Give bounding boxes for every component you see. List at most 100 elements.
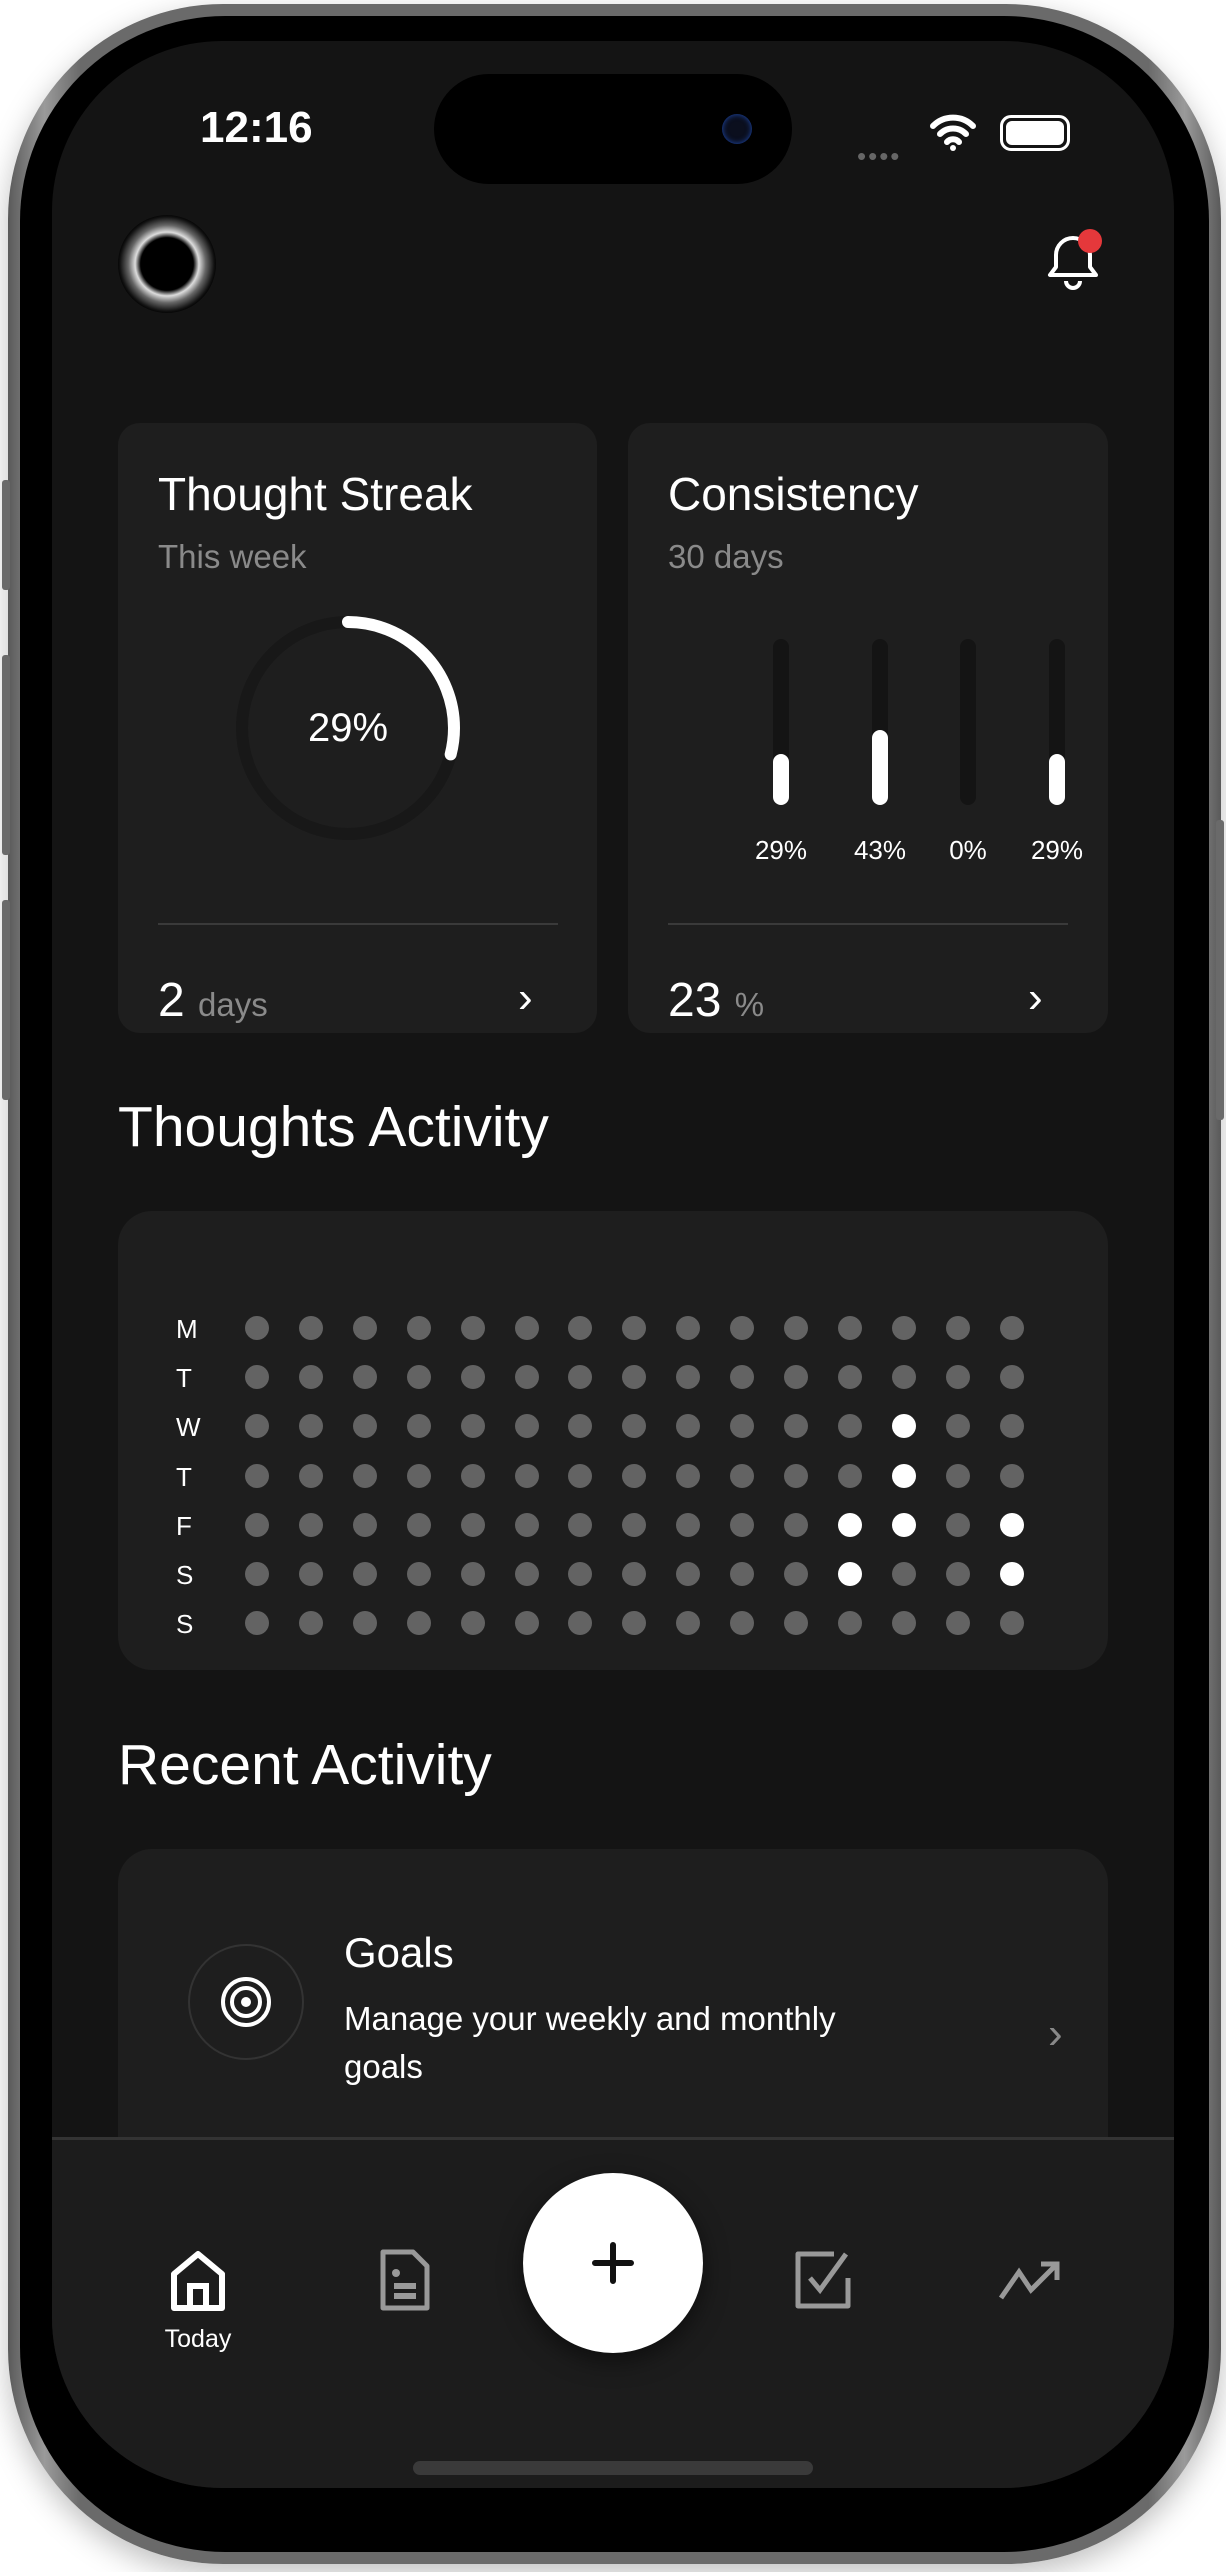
activity-dot[interactable] [622,1414,647,1439]
activity-dot[interactable] [676,1512,701,1537]
activity-dot[interactable] [514,1562,539,1586]
activity-dot[interactable] [406,1562,431,1586]
activity-dot[interactable] [460,1611,485,1636]
activity-dot[interactable] [676,1316,701,1340]
activity-dot[interactable] [837,1611,862,1636]
activity-dot[interactable] [298,1414,323,1439]
nav-item-today[interactable]: Today [158,2250,238,2354]
activity-dot[interactable] [945,1316,970,1340]
activity-dot[interactable] [730,1562,755,1586]
activity-dot[interactable] [460,1316,485,1340]
activity-dot-active[interactable] [999,1512,1024,1537]
activity-dot[interactable] [945,1562,970,1586]
activity-dot[interactable] [245,1512,269,1537]
activity-dot[interactable] [514,1512,539,1537]
activity-dot[interactable] [352,1611,377,1636]
activity-dot[interactable] [676,1562,701,1586]
activity-dot-active[interactable] [999,1562,1024,1586]
activity-dot[interactable] [514,1414,539,1439]
checkbox-icon[interactable] [790,2248,854,2312]
thought-streak-card[interactable]: Thought Streak This week 29% 2 days › [118,423,597,1033]
activity-dot[interactable] [352,1414,377,1439]
activity-dot[interactable] [568,1463,593,1488]
activity-dot[interactable] [730,1414,755,1439]
avatar[interactable] [118,215,216,313]
activity-dot[interactable] [568,1365,593,1390]
activity-dot[interactable] [676,1414,701,1439]
activity-dot[interactable] [999,1365,1024,1390]
activity-dot[interactable] [676,1365,701,1390]
activity-dot[interactable] [891,1316,916,1340]
activity-dot[interactable] [460,1365,485,1390]
activity-dot[interactable] [999,1316,1024,1340]
activity-dot[interactable] [352,1365,377,1390]
activity-dot[interactable] [784,1611,808,1636]
activity-dot[interactable] [999,1611,1024,1636]
activity-dot[interactable] [298,1562,323,1586]
activity-dot[interactable] [622,1316,647,1340]
activity-dot[interactable] [676,1611,701,1636]
activity-dot[interactable] [568,1611,593,1636]
activity-dot-active[interactable] [837,1512,862,1537]
activity-dot[interactable] [460,1512,485,1537]
chevron-right-icon[interactable]: › [1048,2009,1063,2058]
activity-dot[interactable] [245,1414,269,1439]
activity-dot-active[interactable] [837,1562,862,1586]
activity-dot[interactable] [622,1611,647,1636]
activity-dot[interactable] [460,1414,485,1439]
activity-dot[interactable] [945,1611,970,1636]
activity-dot[interactable] [622,1562,647,1586]
activity-dot[interactable] [784,1316,808,1340]
activity-dot[interactable] [891,1611,916,1636]
activity-dot[interactable] [784,1414,808,1439]
activity-dot[interactable] [514,1611,539,1636]
chevron-right-icon[interactable]: › [1028,973,1043,1022]
activity-dot-active[interactable] [891,1463,916,1488]
activity-dot-active[interactable] [891,1512,916,1537]
activity-dot[interactable] [837,1316,862,1340]
bell-icon[interactable] [1040,227,1110,293]
trending-up-icon[interactable] [997,2258,1063,2302]
activity-dot[interactable] [945,1512,970,1537]
activity-dot[interactable] [837,1365,862,1390]
activity-dot[interactable] [568,1562,593,1586]
activity-dot[interactable] [514,1463,539,1488]
activity-dot[interactable] [460,1562,485,1586]
activity-dot[interactable] [837,1463,862,1488]
chevron-right-icon[interactable]: › [518,973,533,1022]
activity-dot[interactable] [945,1414,970,1439]
activity-dot[interactable] [730,1611,755,1636]
activity-dot[interactable] [352,1512,377,1537]
activity-dot[interactable] [891,1562,916,1586]
activity-dot[interactable] [568,1414,593,1439]
activity-dot[interactable] [352,1562,377,1586]
consistency-card[interactable]: Consistency 30 days 29% 43% 0% 29% 23 % › [628,423,1108,1033]
activity-dot[interactable] [352,1463,377,1488]
activity-dot[interactable] [999,1414,1024,1439]
document-icon[interactable] [377,2248,433,2314]
activity-dot[interactable] [406,1365,431,1390]
activity-dot[interactable] [784,1562,808,1586]
activity-dot[interactable] [406,1611,431,1636]
activity-dot[interactable] [406,1316,431,1340]
activity-dot[interactable] [784,1365,808,1390]
activity-dot[interactable] [784,1463,808,1488]
activity-dot[interactable] [784,1512,808,1537]
add-button[interactable] [523,2173,703,2353]
activity-dot[interactable] [406,1512,431,1537]
activity-dot[interactable] [298,1463,323,1488]
activity-dot[interactable] [730,1463,755,1488]
activity-dot[interactable] [514,1316,539,1340]
activity-dot[interactable] [245,1562,269,1586]
activity-dot[interactable] [730,1316,755,1340]
activity-dot[interactable] [245,1365,269,1390]
activity-dot[interactable] [460,1463,485,1488]
activity-dot[interactable] [568,1316,593,1340]
activity-dot[interactable] [837,1414,862,1439]
activity-dot[interactable] [622,1365,647,1390]
activity-dot-active[interactable] [891,1414,916,1439]
activity-dot[interactable] [622,1512,647,1537]
activity-dot[interactable] [945,1365,970,1390]
activity-dot[interactable] [568,1512,593,1537]
activity-dot[interactable] [298,1611,323,1636]
